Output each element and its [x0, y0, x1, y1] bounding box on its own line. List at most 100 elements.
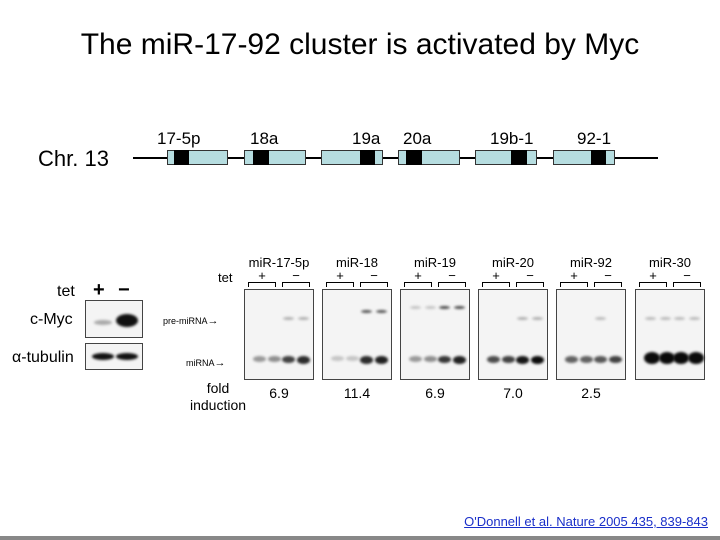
lane-bracket — [639, 282, 667, 287]
western-minus: − — [118, 279, 130, 301]
pre-mirna-band — [674, 317, 685, 320]
lane-bracket — [438, 282, 466, 287]
pre-mirna-band — [531, 317, 543, 320]
panel-name: miR-30 — [649, 255, 691, 270]
mirna-region — [174, 150, 189, 165]
mirna-band — [608, 356, 622, 364]
mirna-region — [511, 150, 527, 165]
mirna-band — [501, 356, 515, 364]
pre-mirna-band — [688, 317, 700, 320]
western-plus: + — [93, 279, 105, 301]
panel-name: miR-20 — [492, 255, 534, 270]
northern-blot — [635, 289, 705, 380]
mirna-band — [345, 356, 359, 362]
fold-value: 6.9 — [269, 385, 289, 401]
pre-mirna-band — [361, 310, 372, 313]
mirna-band — [644, 352, 660, 364]
fold-text: fold — [206, 380, 230, 396]
lane-bracket — [594, 282, 622, 287]
arrow-icon: → — [214, 357, 226, 369]
mirna-band — [487, 356, 500, 364]
lane-bracket — [248, 282, 276, 287]
tet-minus: − — [370, 268, 378, 283]
fold-value: 11.4 — [343, 385, 371, 401]
pre-mirna-band — [439, 306, 450, 309]
mirna-region — [406, 150, 422, 165]
gene-label: 19b-1 — [490, 129, 534, 148]
pre-mirna-band — [453, 306, 465, 309]
mirna-band — [687, 352, 704, 364]
lane-bracket — [516, 282, 544, 287]
lane-bracket — [282, 282, 310, 287]
mirna-band — [516, 356, 529, 364]
gene-label: 18a — [250, 129, 279, 148]
fold-value: 6.9 — [425, 385, 445, 401]
mirna-band — [594, 356, 607, 363]
lane-bracket — [404, 282, 432, 287]
lane-bracket — [482, 282, 510, 287]
western-tet-label: tet — [57, 283, 75, 300]
pre-mirna-band — [283, 317, 294, 320]
mirna-text: miRNA — [186, 358, 215, 368]
lane-bracket — [560, 282, 588, 287]
panel-name: miR-19 — [414, 255, 456, 270]
tet-plus: + — [414, 268, 422, 283]
northern-tet-label: tet — [218, 270, 233, 285]
western-row-cmyc: c-Myc — [30, 311, 73, 328]
tet-minus: − — [683, 268, 691, 283]
citation-link[interactable]: O'Donnell et al. Nature 2005 435, 839-84… — [464, 514, 708, 529]
lane-bracket — [673, 282, 701, 287]
mirna-band — [360, 356, 373, 364]
mirna-band — [658, 352, 675, 364]
mirna-band — [296, 356, 310, 364]
gene-box — [475, 150, 537, 165]
pre-mirna-band — [410, 306, 421, 309]
induction-text: induction — [190, 397, 247, 413]
tet-plus: + — [492, 268, 500, 283]
pre-mirna-band — [424, 306, 436, 309]
mirna-region — [360, 150, 375, 165]
gene-label: 20a — [403, 129, 432, 148]
fold-induction-label: fold induction — [190, 380, 246, 414]
pre-mirna-text: pre-miRNA — [163, 316, 208, 326]
lane-bracket — [326, 282, 354, 287]
gene-label: 19a — [352, 129, 381, 148]
gene-label: 92-1 — [577, 129, 612, 148]
pre-mirna-band — [595, 317, 606, 320]
tet-plus: + — [258, 268, 266, 283]
pre-mirna-band — [645, 317, 656, 320]
panel-name: miR-17-5p — [248, 255, 310, 270]
tet-plus: + — [336, 268, 344, 283]
mirna-band — [331, 356, 344, 362]
arrow-icon: → — [207, 315, 219, 327]
lane-bracket — [360, 282, 388, 287]
panel-name: miR-92 — [570, 255, 612, 270]
fold-value: 2.5 — [581, 385, 601, 401]
chromosome-line — [133, 157, 658, 159]
mirna-band — [579, 356, 593, 363]
northern-blot — [478, 289, 548, 380]
tet-plus: + — [570, 268, 578, 283]
tet-minus: − — [526, 268, 534, 283]
pre-mirna-band — [659, 317, 671, 320]
slide-title: The miR-17-92 cluster is activated by My… — [80, 28, 640, 61]
tet-minus: − — [448, 268, 456, 283]
pre-mirna-label: pre-miRNA→ — [163, 315, 219, 327]
mirna-region — [253, 150, 269, 165]
mirna-band — [374, 356, 388, 364]
mirna-label: miRNA→ — [186, 357, 226, 369]
mirna-region — [591, 150, 606, 165]
cmyc-blot — [85, 300, 143, 338]
northern-blot — [244, 289, 314, 380]
gene-label: 17-5p — [157, 129, 201, 148]
bottom-bar — [0, 536, 720, 540]
tet-minus: − — [604, 268, 612, 283]
northern-blot — [400, 289, 470, 380]
mirna-band — [530, 356, 544, 364]
mirna-band — [438, 356, 451, 364]
mirna-band — [409, 356, 422, 363]
chromosome-label: Chr. 13 — [38, 146, 109, 171]
pre-mirna-band — [517, 317, 528, 320]
mirna-band — [267, 356, 281, 363]
mirna-band — [423, 356, 437, 363]
